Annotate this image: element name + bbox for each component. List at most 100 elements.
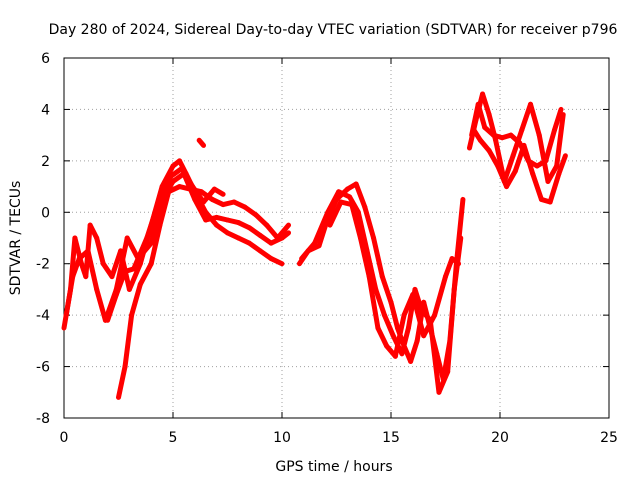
data-segment [486, 148, 501, 169]
data-segment [521, 142, 536, 177]
data-segment [116, 364, 128, 400]
series-s4 [105, 166, 226, 323]
series-s2 [63, 171, 292, 323]
data-segment [211, 186, 226, 197]
data-segment [392, 312, 407, 359]
data-segment [536, 132, 551, 184]
data-segment [357, 235, 372, 280]
x-tick-label: 20 [491, 430, 509, 446]
data-segment [449, 256, 462, 267]
data-segment [410, 292, 427, 339]
y-tick-label: -6 [36, 360, 50, 376]
data-segment [349, 202, 363, 241]
y-tick-label: -2 [36, 257, 50, 273]
data-segment [94, 286, 108, 323]
data-segment [63, 274, 76, 318]
data-segment [316, 222, 329, 249]
data-segment [432, 274, 448, 318]
data-segment [144, 202, 161, 241]
data-series [61, 91, 568, 400]
data-segment [436, 369, 451, 395]
y-tick-label: 6 [41, 51, 50, 67]
data-segment [85, 248, 100, 292]
data-segment [157, 189, 172, 228]
data-segment [129, 281, 143, 318]
series-s7 [299, 189, 464, 395]
data-segment [196, 137, 207, 148]
x-tick-label: 25 [600, 430, 618, 446]
data-segment [543, 127, 557, 164]
data-segment [268, 256, 285, 267]
data-segment [355, 209, 370, 254]
data-segment [504, 168, 518, 190]
data-segment [364, 248, 379, 292]
data-segment [327, 199, 344, 228]
data-segment [512, 142, 527, 174]
data-segment [495, 163, 510, 190]
data-segment [556, 153, 568, 177]
data-segment [113, 268, 128, 298]
data-segment [552, 106, 564, 133]
data-segment [443, 256, 455, 280]
data-segment [366, 274, 381, 331]
data-segment [480, 91, 492, 118]
data-segment [554, 112, 566, 169]
data-segment [113, 235, 130, 292]
series-s10 [469, 101, 564, 169]
y-tick-label: -8 [36, 411, 50, 427]
data-segment [192, 196, 209, 223]
plot-frame [63, 57, 610, 419]
series-s8 [327, 199, 462, 359]
data-segment [421, 312, 438, 339]
data-segment [399, 325, 411, 357]
data-segment [325, 189, 342, 215]
series-s6 [296, 181, 466, 382]
data-segment [122, 312, 135, 370]
y-tick-label: 0 [41, 205, 50, 221]
x-tick-label: 5 [169, 430, 178, 446]
x-tick-label: 0 [60, 430, 69, 446]
data-segment [299, 240, 318, 262]
y-tick-label: 2 [41, 154, 50, 170]
data-segment [427, 317, 442, 395]
data-segment [124, 235, 141, 262]
data-segment [501, 153, 516, 184]
data-segment [264, 222, 281, 241]
y-tick-label: -4 [36, 308, 50, 324]
data-segment [547, 171, 562, 205]
series-s5 [196, 137, 207, 148]
y-tick-label: 4 [41, 102, 50, 118]
data-segment [408, 338, 420, 364]
series-s3 [116, 184, 292, 400]
data-segment [155, 173, 174, 208]
x-tick-label: 15 [382, 430, 400, 446]
data-segment [159, 163, 176, 190]
data-segment [190, 184, 207, 205]
data-segment [312, 209, 331, 246]
chart-title: Day 280 of 2024, Sidereal Day-to-day VTE… [49, 22, 618, 38]
data-segment [371, 235, 385, 280]
data-segment [530, 171, 544, 202]
data-segment [412, 286, 425, 313]
y-axis-label: SDTVAR / TECUs [8, 181, 24, 296]
data-segment [148, 222, 163, 267]
axis-ticks: 0 5 10 15 20 25 -8 -6 -4 -2 0 2 4 6 [36, 51, 618, 446]
data-segment [126, 261, 143, 292]
data-segment [105, 292, 119, 323]
data-segment [137, 261, 154, 287]
x-tick-label: 10 [273, 430, 291, 446]
data-segment [148, 196, 165, 246]
data-segment [388, 299, 401, 331]
data-segment [275, 222, 292, 241]
data-segment [528, 101, 542, 138]
x-axis-label: GPS time / hours [275, 459, 392, 475]
data-segment [381, 312, 396, 339]
data-segment [70, 256, 82, 280]
data-segment [362, 204, 377, 241]
data-segment [279, 230, 292, 241]
data-segment [445, 286, 457, 375]
data-segment [94, 235, 106, 267]
data-segment [131, 235, 150, 272]
data-segment [375, 325, 390, 349]
data-segment [379, 274, 394, 305]
